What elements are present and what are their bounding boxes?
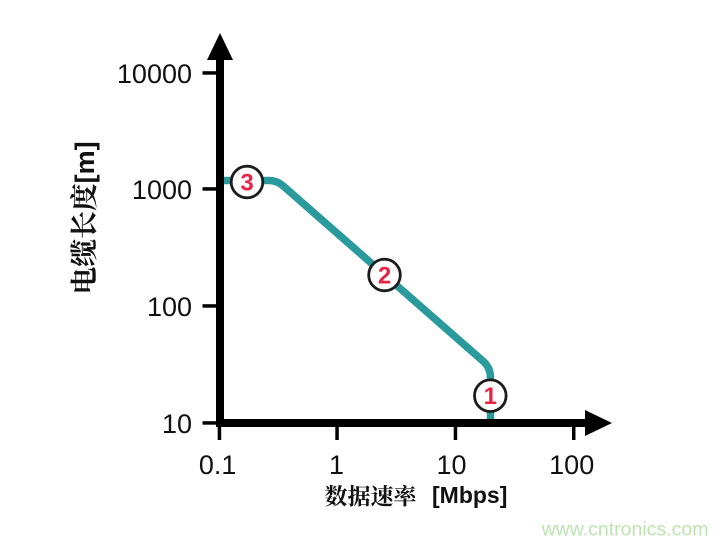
svg-text:3: 3 — [240, 170, 253, 197]
svg-text:100: 100 — [147, 292, 192, 322]
svg-text:1: 1 — [484, 383, 497, 410]
svg-text:100: 100 — [549, 450, 594, 480]
svg-text:10: 10 — [436, 450, 466, 480]
svg-text:10000: 10000 — [117, 59, 192, 89]
svg-text:1: 1 — [329, 450, 344, 480]
svg-text:2: 2 — [378, 263, 391, 290]
svg-text:[Mbps]: [Mbps] — [432, 482, 507, 508]
svg-text:[m]: [m] — [70, 141, 100, 183]
svg-text:www.cntronics.com: www.cntronics.com — [541, 519, 709, 541]
svg-text:0.1: 0.1 — [199, 450, 237, 480]
svg-text:1000: 1000 — [132, 175, 192, 205]
svg-text:10: 10 — [162, 409, 192, 439]
